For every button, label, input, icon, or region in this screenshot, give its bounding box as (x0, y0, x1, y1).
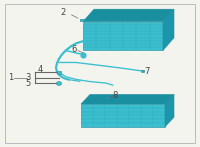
Text: 2: 2 (60, 8, 66, 17)
Polygon shape (83, 22, 163, 50)
Polygon shape (165, 95, 174, 127)
Text: 8: 8 (113, 91, 118, 100)
Text: 3: 3 (26, 73, 31, 82)
Text: 4: 4 (37, 65, 43, 74)
Text: 5: 5 (26, 79, 31, 88)
Polygon shape (106, 97, 109, 98)
Text: 7: 7 (144, 67, 150, 76)
Polygon shape (81, 104, 165, 127)
Polygon shape (163, 9, 174, 50)
Polygon shape (81, 95, 174, 104)
Text: 6: 6 (71, 45, 77, 55)
Polygon shape (83, 9, 174, 22)
Text: 1: 1 (8, 73, 14, 82)
Polygon shape (141, 70, 144, 72)
Polygon shape (80, 19, 84, 21)
Circle shape (56, 82, 62, 85)
Bar (57, 71, 61, 74)
